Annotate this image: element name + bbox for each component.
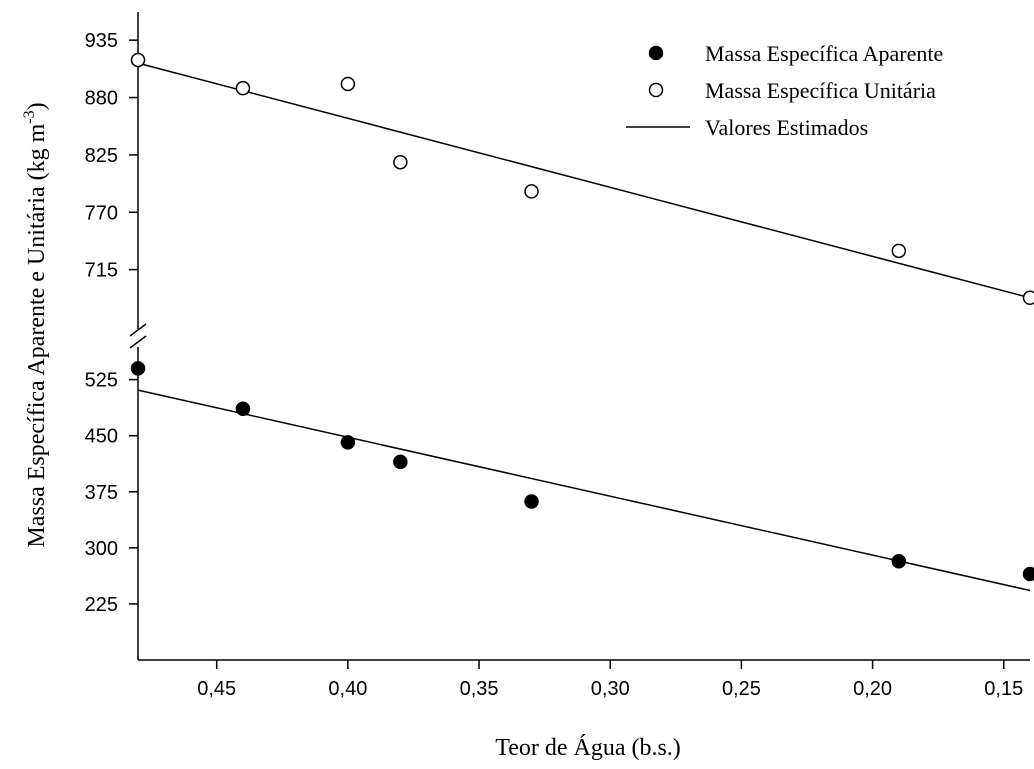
data-points xyxy=(130,52,1034,582)
point-unitaria xyxy=(1022,290,1034,306)
y-axis-title-sup: -3 xyxy=(21,110,38,123)
y-tick-label: 225 xyxy=(85,594,118,616)
fit-lines xyxy=(137,62,1031,592)
ticks: 0,45 0,40 0,35 0,30 0,25 0,20 0,15 935 880 825 770… xyxy=(85,30,1024,700)
legend-label: Massa Específica Unitária xyxy=(705,78,936,103)
point-aparente xyxy=(891,554,907,569)
point-unitaria xyxy=(891,243,907,259)
fit-line-upper xyxy=(137,62,1031,299)
y-tick-label: 300 xyxy=(85,538,118,560)
y-axis-title: Massa Específica Aparente e Unitária (kg… xyxy=(21,102,50,547)
legend-label: Massa Específica Aparente xyxy=(705,41,943,66)
y-tick-label: 375 xyxy=(85,482,118,504)
y-tick-label: 935 xyxy=(85,30,118,52)
fit-line-lower xyxy=(137,389,1031,592)
y-axis-title-main: Massa Específica Aparente e Unitária (kg… xyxy=(24,123,50,547)
point-aparente xyxy=(393,454,408,470)
x-tick-label: 0,25 xyxy=(722,678,761,700)
point-aparente xyxy=(130,361,146,376)
point-aparente xyxy=(524,494,539,509)
y-tick-label: 715 xyxy=(85,260,118,282)
x-tick-label: 0,45 xyxy=(197,678,236,700)
x-tick-label: 0,40 xyxy=(328,678,367,700)
legend-open-marker xyxy=(648,82,664,98)
point-unitaria xyxy=(130,52,146,68)
point-unitaria xyxy=(524,184,539,199)
y-tick-label: 770 xyxy=(85,202,118,224)
point-aparente xyxy=(340,435,356,450)
x-tick-label: 0,20 xyxy=(853,678,892,700)
legend-filled-marker xyxy=(648,45,664,61)
x-axis-title: Teor de Água (b.s.) xyxy=(495,735,681,761)
x-tick-label: 0,30 xyxy=(591,678,630,700)
y-axis-title-close: ) xyxy=(24,102,50,110)
x-tick-label: 0,35 xyxy=(460,678,499,700)
x-tick-label: 0,15 xyxy=(984,678,1023,700)
point-unitaria xyxy=(235,80,251,96)
point-unitaria xyxy=(340,76,356,92)
y-tick-label: 880 xyxy=(85,88,118,110)
legend: Massa Específica Aparente Massa Específic… xyxy=(626,41,943,140)
y-tick-label: 825 xyxy=(85,145,118,167)
axis-break-mark xyxy=(129,335,147,349)
legend-label: Valores Estimados xyxy=(705,115,868,140)
point-unitaria xyxy=(393,154,408,170)
y-tick-label: 525 xyxy=(85,370,118,392)
point-aparente xyxy=(235,401,251,417)
y-tick-label: 450 xyxy=(85,426,118,448)
point-aparente xyxy=(1022,566,1034,582)
axis-break-mark xyxy=(129,323,147,337)
